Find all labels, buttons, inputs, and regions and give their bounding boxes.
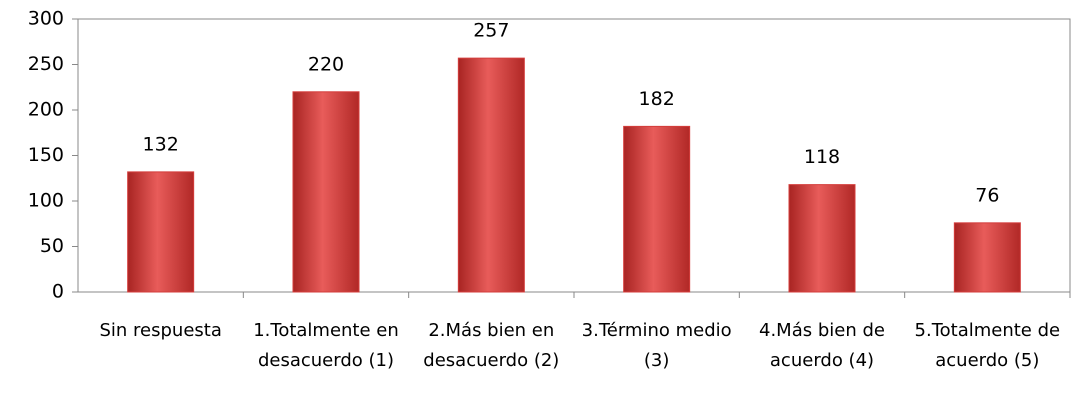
plot-border [78,18,1071,292]
bar [623,125,691,293]
y-tick-label: 50 [40,235,64,257]
bar [953,222,1021,293]
bar [788,184,856,293]
x-tick-label: 2.Más bien en desacuerdo (2) [423,320,560,371]
value-label: 132 [143,133,179,155]
x-tick-label: 1.Totalmente en desacuerdo (1) [253,320,399,371]
value-label: 257 [473,20,509,42]
value-label: 182 [639,88,675,110]
value-label: 76 [975,184,999,206]
value-label: 118 [804,146,840,168]
x-tick-label: 4.Más bien de acuerdo (4) [759,320,885,371]
y-tick-label: 200 [28,99,64,121]
y-tick-label: 150 [28,144,64,166]
y-tick-label: 300 [28,8,64,30]
bar [127,171,195,293]
y-tick-label: 250 [28,53,64,75]
x-tick-label: 5.Totalmente de acuerdo (5) [914,320,1061,371]
x-tick-label: 3.Término medio (3) [581,320,732,371]
x-tick-label: Sin respuesta [99,320,222,341]
y-tick-label: 0 [52,281,64,303]
bar [457,57,525,293]
value-label: 220 [308,53,344,75]
y-tick-label: 100 [28,190,64,212]
bar [292,91,360,293]
